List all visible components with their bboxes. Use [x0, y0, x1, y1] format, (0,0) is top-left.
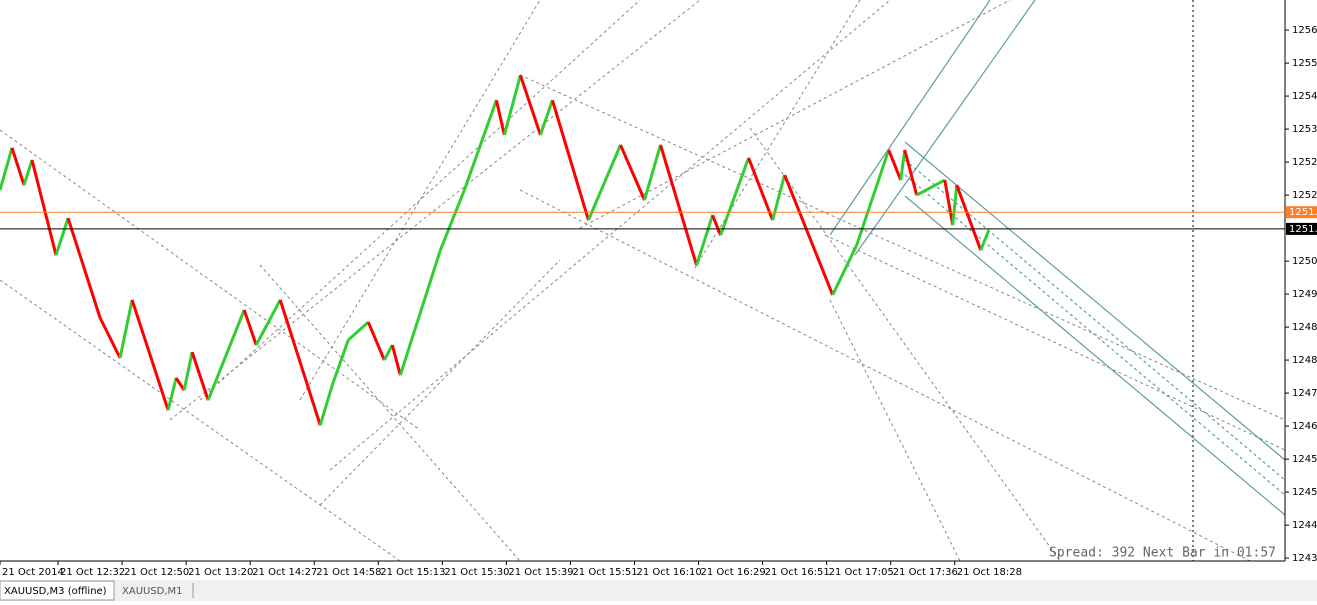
price-segment — [438, 189, 466, 251]
price-label: 1251. — [1289, 224, 1317, 235]
x-tick-label: 21 Oct 17:05 — [829, 567, 894, 578]
price-segment — [494, 99, 506, 136]
y-tick-label: 1249. — [1292, 289, 1317, 300]
y-tick-label: 1254. — [1292, 91, 1317, 102]
price-segment — [330, 339, 350, 386]
price-segment — [218, 309, 246, 371]
x-tick-label: 21 Oct 14:27 — [252, 567, 317, 578]
price-segment — [390, 344, 402, 376]
price-segment — [711, 214, 722, 236]
x-tick-label: 21 Oct 2014 — [2, 567, 64, 578]
price-segment — [587, 144, 622, 221]
tab-bar — [0, 580, 1317, 601]
price-label-box — [1286, 222, 1317, 235]
price-segment — [695, 214, 714, 266]
price-segment — [30, 159, 58, 256]
price-segment — [831, 244, 859, 296]
price-label: 1251. — [1289, 207, 1317, 218]
price-segment — [206, 369, 222, 401]
price-segment — [366, 321, 386, 361]
y-tick-label: 1247. — [1292, 388, 1317, 399]
price-segment — [899, 149, 907, 181]
y-tick-label: 1252. — [1292, 157, 1317, 168]
price-segment — [518, 74, 542, 136]
x-tick-label: 21 Oct 13:20 — [188, 567, 253, 578]
price-segment — [659, 144, 698, 266]
price-segment — [10, 147, 26, 186]
price-segment — [22, 159, 34, 186]
price-segment — [539, 99, 554, 136]
price-segment — [955, 184, 983, 251]
price-segment — [66, 217, 102, 319]
info-text: Spread: 392 Next Bar in 01:57 — [1049, 546, 1276, 561]
price-segment — [643, 144, 662, 201]
price-segment — [398, 249, 442, 376]
price-segment — [619, 144, 646, 201]
price-segment — [254, 299, 282, 346]
x-tick-label: 21 Oct 16:29 — [701, 567, 766, 578]
y-tick-label: 1244. — [1292, 520, 1317, 531]
price-segment — [347, 320, 370, 342]
price-segment — [783, 174, 835, 296]
price-segment — [502, 74, 522, 136]
plot — [0, 74, 991, 426]
price-segment — [951, 184, 959, 226]
tab-label[interactable]: XAUUSD,M3 (offline) — [4, 586, 107, 597]
price-segment — [190, 351, 210, 401]
price-segment — [943, 179, 955, 226]
x-tick-label: 21 Oct 15:30 — [444, 567, 509, 578]
price-segment — [118, 299, 134, 359]
y-tick-label: 1246. — [1292, 421, 1317, 432]
price-segment — [550, 99, 590, 221]
x-tick-label: 21 Oct 15:39 — [508, 567, 573, 578]
y-tick-label: 1248. — [1292, 355, 1317, 366]
price-segment — [242, 309, 258, 346]
x-tick-label: 21 Oct 14:58 — [316, 567, 381, 578]
x-tick-label: 21 Oct 15:51 — [572, 567, 637, 578]
price-segment — [174, 377, 186, 391]
x-tick-label: 21 Oct 12:50 — [124, 567, 189, 578]
y-tick-label: 1250. — [1292, 256, 1317, 267]
x-tick-label: 21 Oct 16:10 — [636, 567, 701, 578]
x-tick-label: 21 Oct 18:28 — [957, 567, 1022, 578]
price-segment — [130, 299, 170, 411]
y-tick-label: 1245. — [1292, 454, 1317, 465]
trend-lines — [0, 0, 1286, 562]
price-segment — [54, 217, 70, 256]
price-segment — [278, 299, 322, 426]
y-tick-label: 1252. — [1292, 190, 1317, 201]
x-tick-label: 21 Oct 16:51 — [765, 567, 830, 578]
price-segment — [0, 147, 14, 191]
x-tick-label: 21 Oct 17:36 — [893, 567, 958, 578]
price-label-box — [1286, 206, 1317, 219]
price-segment — [719, 157, 750, 236]
price-segment — [887, 149, 903, 181]
y-tick-label: 1255. — [1292, 58, 1317, 69]
y-tick-label: 1245. — [1292, 487, 1317, 498]
price-segment — [166, 377, 178, 411]
price-segment — [916, 178, 946, 197]
y-tick-label: 1248. — [1292, 322, 1317, 333]
y-tick-label: 1253. — [1292, 124, 1317, 135]
price-segment — [903, 149, 919, 196]
price-segment — [747, 157, 775, 221]
tab-label[interactable]: XAUUSD,M1 — [122, 586, 183, 597]
price-segment — [979, 229, 991, 251]
y-tick-label: 1256.0 — [1292, 25, 1317, 36]
x-tick-label: 21 Oct 15:13 — [380, 567, 445, 578]
price-segment — [382, 344, 394, 361]
y-tick-label: 1243. — [1292, 553, 1317, 564]
price-segment — [182, 351, 194, 391]
price-segment — [98, 317, 122, 359]
price-segment — [318, 384, 334, 426]
x-tick-label: 21 Oct 12:32 — [60, 567, 125, 578]
price-segment — [462, 99, 498, 191]
tab[interactable] — [0, 580, 115, 601]
